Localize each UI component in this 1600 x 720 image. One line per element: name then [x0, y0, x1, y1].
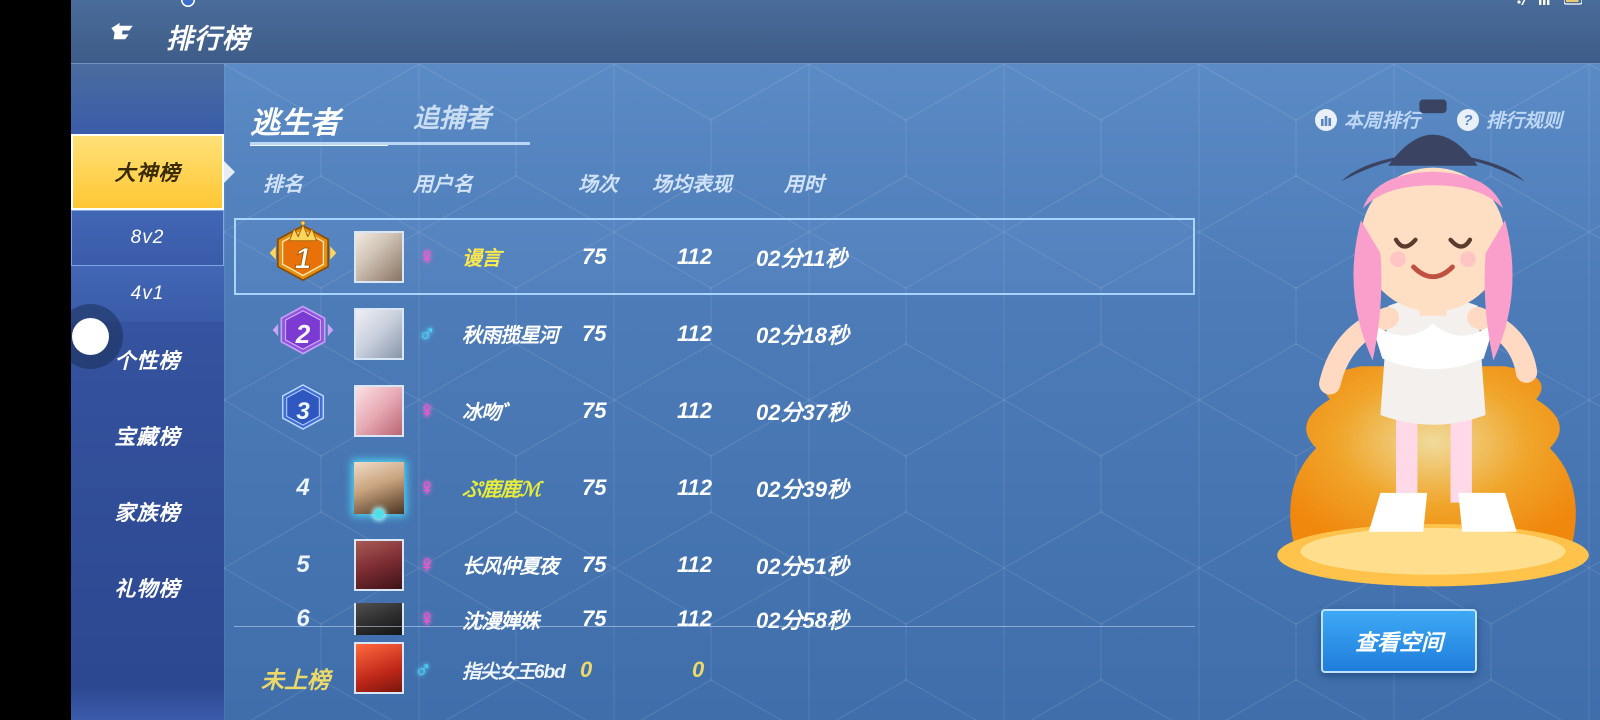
svg-text:3: 3 [296, 398, 310, 425]
svg-text:2: 2 [295, 319, 311, 349]
svg-text:1: 1 [295, 243, 312, 276]
